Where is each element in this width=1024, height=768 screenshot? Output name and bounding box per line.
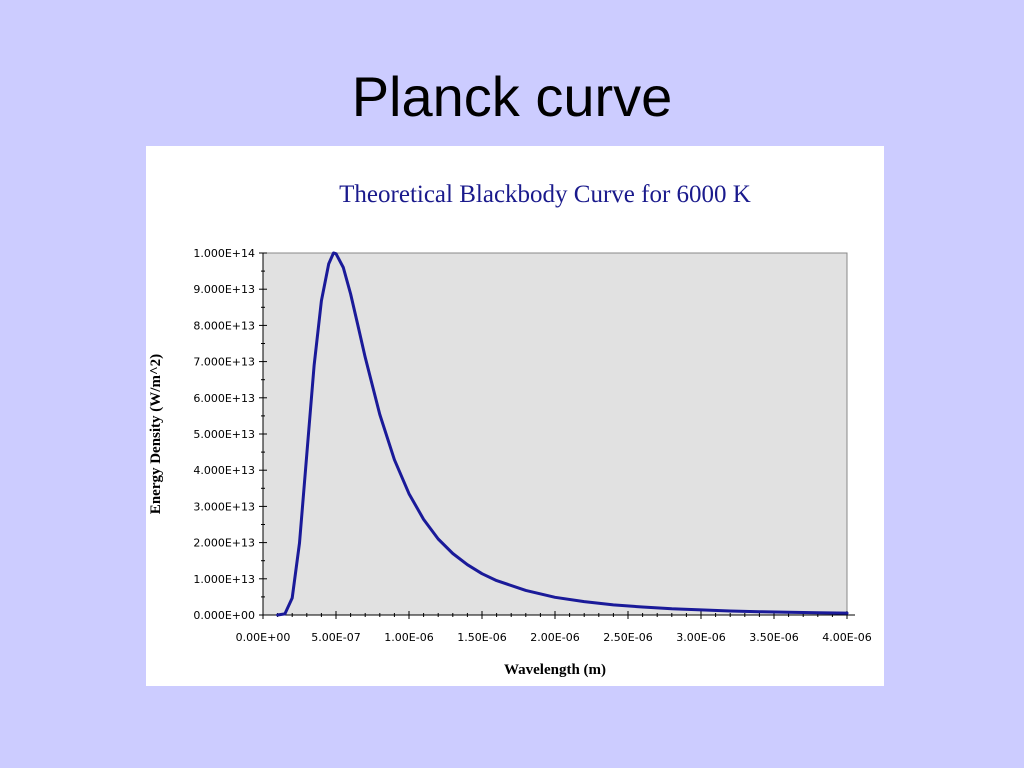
slide-title: Planck curve <box>351 65 673 128</box>
x-tick-label: 1.50E-06 <box>457 631 506 644</box>
chart-panel: Theoretical Blackbody Curve for 6000 K 0… <box>146 146 884 686</box>
x-tick-label: 4.00E-06 <box>822 631 871 644</box>
y-tick-label: 4.000E+13 <box>193 464 255 477</box>
x-tick-label: 3.00E-06 <box>676 631 725 644</box>
y-tick-label: 9.000E+13 <box>193 283 255 296</box>
y-tick-label: 3.000E+13 <box>193 500 255 513</box>
x-tick-label: 1.00E-06 <box>384 631 433 644</box>
y-tick-label: 6.000E+13 <box>193 392 255 405</box>
x-tick-label: 0.00E+00 <box>236 631 291 644</box>
y-axis-label: Energy Density (W/m^2) <box>148 354 164 514</box>
x-axis-label: Wavelength (m) <box>504 662 606 678</box>
y-tick-label: 7.000E+13 <box>193 356 255 369</box>
y-tick-label: 2.000E+13 <box>193 537 255 550</box>
y-tick-label: 8.000E+13 <box>193 319 255 332</box>
series-layer <box>276 251 849 617</box>
series-line <box>276 251 849 617</box>
chart-svg: Theoretical Blackbody Curve for 6000 K 0… <box>148 181 872 678</box>
y-tick-label: 0.000E+00 <box>193 609 255 622</box>
y-tick-label: 1.000E+13 <box>193 573 255 586</box>
x-tick-label: 2.50E-06 <box>603 631 652 644</box>
chart-title: Theoretical Blackbody Curve for 6000 K <box>339 181 751 208</box>
plot-area <box>262 252 848 616</box>
y-tick-label: 1.000E+14 <box>193 247 255 260</box>
x-tick-label: 2.00E-06 <box>530 631 579 644</box>
x-tick-label: 3.50E-06 <box>749 631 798 644</box>
ticks-layer: 0.000E+00 1.000E+13 2.000E+13 3.000E+13 4.00… <box>193 247 871 644</box>
y-tick-label: 5.000E+13 <box>193 428 255 441</box>
x-tick-label: 5.00E-07 <box>311 631 360 644</box>
